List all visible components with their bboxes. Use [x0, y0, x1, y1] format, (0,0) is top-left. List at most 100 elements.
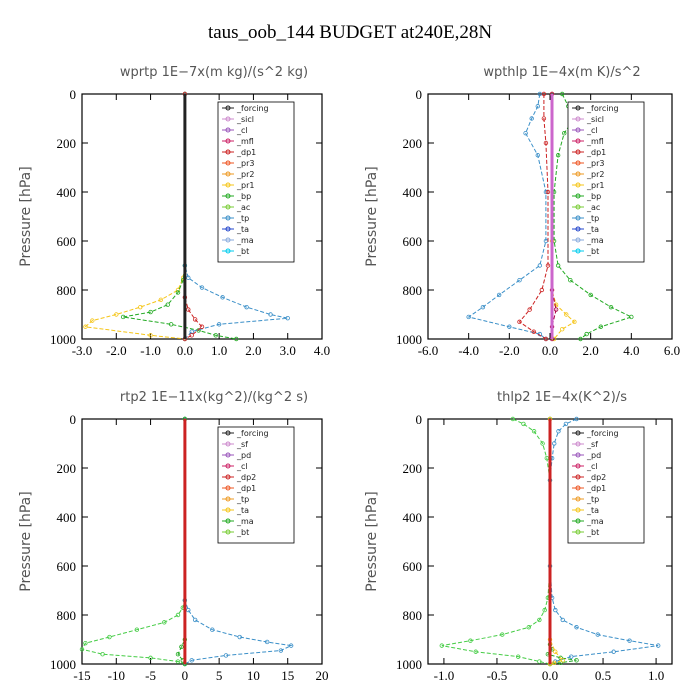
x-tick-label: 3.0 [280, 343, 296, 358]
x-tick-label: 0.0 [542, 343, 558, 358]
legend-marker [575, 248, 581, 254]
data-point-pr1 [560, 327, 565, 332]
legend-entry-sf: _sf [236, 440, 248, 449]
legend-marker [225, 430, 231, 436]
data-point-dp2 [574, 658, 579, 663]
data-point-dp1 [531, 429, 537, 434]
legend-entry-forcing: _forcing [586, 429, 619, 438]
legend-entry-bt: _bt [586, 528, 599, 537]
legend-marker [575, 485, 581, 491]
data-point-bp [213, 333, 218, 338]
data-point-pr1 [564, 312, 569, 317]
y-tick-label: 400 [403, 185, 423, 200]
data-point-bp [629, 314, 634, 320]
series-line-dp1 [518, 94, 549, 340]
legend-marker [225, 529, 231, 535]
legend-marker [575, 204, 581, 210]
data-point-tp [268, 312, 273, 317]
legend-entry-pr1: _pr1 [236, 181, 254, 190]
x-tick-label: 0.5 [595, 668, 611, 683]
data-point-pr3 [186, 307, 191, 312]
x-tick-label: 0.0 [542, 668, 558, 683]
y-tick-label: 1000 [396, 657, 422, 672]
y-tick-label: 600 [403, 234, 423, 249]
data-point-tp [288, 643, 294, 648]
x-tick-label: 5 [216, 668, 223, 683]
legend-marker [225, 507, 231, 513]
series-line-pd [549, 419, 564, 665]
y-tick-label: 1000 [50, 332, 76, 347]
data-point-bp [234, 336, 239, 342]
x-tick-label: 20 [316, 668, 329, 683]
legend-entry-dp1: _dp1 [236, 148, 256, 157]
data-point-pr1 [83, 324, 88, 329]
y-tick-label: 600 [57, 559, 77, 574]
legend-marker [225, 441, 231, 447]
x-tick-label: -1.0 [140, 343, 161, 358]
panel-title-thlp2: thlp2 1E−4x(K^2)/s [497, 390, 627, 405]
data-point-dp1 [539, 287, 545, 293]
data-point-dp1 [107, 634, 112, 640]
legend-entry-cl: _cl [586, 462, 598, 471]
data-point-bp [598, 324, 604, 329]
data-point-pr1 [148, 333, 153, 338]
data-point-tp [556, 429, 561, 434]
legend-marker [575, 105, 581, 111]
x-tick-label: 0.0 [177, 343, 193, 358]
legend-entry-dp1: _dp1 [586, 148, 606, 157]
legend-marker [575, 171, 581, 177]
data-point-dp1 [134, 627, 140, 632]
data-point-tp [517, 278, 522, 283]
x-tick-label: -10 [108, 668, 125, 683]
legend-marker [225, 248, 231, 254]
data-point-pr1 [138, 304, 143, 310]
data-point-dp1 [527, 307, 532, 312]
y-tick-label: 600 [403, 559, 423, 574]
legend-marker [225, 182, 231, 188]
data-point-dp1 [543, 140, 549, 146]
legend-entry-tp: _tp [586, 214, 599, 223]
data-point-pr1 [114, 312, 119, 317]
legend-marker [575, 496, 581, 502]
data-point-dp1 [473, 649, 478, 654]
data-point-tp [507, 324, 512, 329]
data-point-dp1 [521, 421, 526, 427]
y-tick-label: 200 [403, 461, 423, 476]
y-axis-label-rtp2: Pressure [hPa] [18, 491, 34, 591]
data-point-tp [523, 130, 528, 136]
y-tick-label: 800 [57, 283, 77, 298]
data-point-pd [560, 658, 565, 663]
data-point-bp [578, 336, 583, 342]
data-point-dp1 [541, 91, 547, 97]
legend-entry-forcing: _forcing [236, 429, 269, 438]
legend-marker [225, 171, 231, 177]
legend-entry-bp: _bp [586, 192, 601, 201]
y-tick-label: 400 [57, 510, 77, 525]
x-tick-label: 4.0 [623, 343, 639, 358]
data-point-dp1 [175, 612, 181, 618]
data-point-bp [555, 153, 561, 158]
x-tick-label: 0 [182, 668, 189, 683]
legend-marker [225, 226, 231, 232]
data-point-dp1 [537, 659, 542, 664]
y-tick-label: 0 [70, 87, 77, 102]
series-line-tp [184, 94, 288, 340]
legend-marker [575, 237, 581, 243]
data-point-tp [237, 634, 242, 640]
data-point-tp [627, 638, 632, 643]
data-point-pr3 [553, 307, 559, 312]
legend-marker [575, 127, 581, 133]
x-tick-label: -1.0 [434, 668, 455, 683]
legend-marker [575, 441, 581, 447]
figure-title: taus_oob_144 BUDGET at240E,28N [207, 22, 493, 43]
plot-frame-rtp2 [81, 418, 323, 665]
data-point-dp1 [545, 263, 551, 268]
data-point-dp1 [510, 416, 516, 422]
data-point-tp [186, 607, 191, 613]
legend-marker [225, 474, 231, 480]
legend-entry-ma: _ma [586, 236, 604, 245]
legend-entry-dp1: _dp1 [236, 484, 256, 493]
legend-entry-ta: _ta [236, 506, 249, 515]
